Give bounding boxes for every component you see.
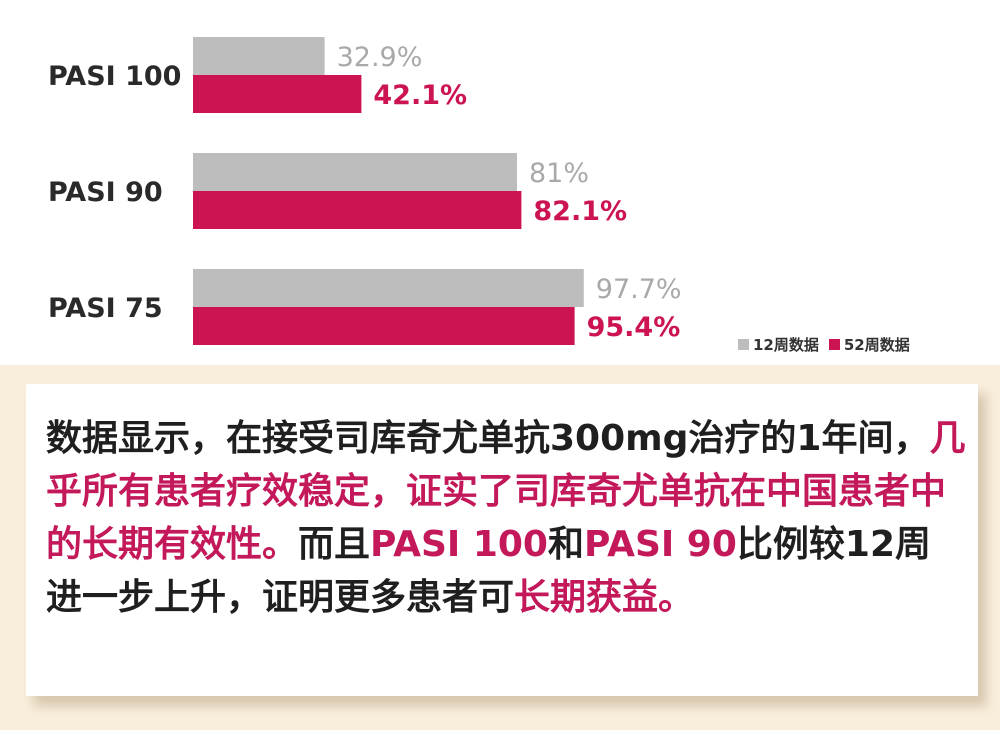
bar-chart: PASI 100 32.9% 42.1% PASI 90 81% 82.1% PASI 75… — [48, 37, 682, 345]
value-label-week12: 97.7% — [596, 274, 682, 305]
bar-week52 — [193, 307, 575, 345]
highlight-text: 几乎所有患者疗效稳定，证实了司库奇尤单抗在中国患者中的长期有效性。 — [46, 418, 966, 565]
chart-area: PASI 100 32.9% 42.1% PASI 90 81% 82.1% PASI 75… — [48, 37, 910, 355]
category-label: PASI 100 — [48, 61, 181, 92]
legend-item-week52: 52周数据 — [828, 334, 910, 355]
category-label: PASI 75 — [48, 293, 163, 324]
value-label-week52: 42.1% — [373, 80, 467, 111]
legend-label-week12: 12周数据 — [753, 336, 819, 354]
highlight-text: 长期获益。 — [514, 577, 695, 618]
legend-item-week12: 12周数据 — [738, 334, 819, 355]
body-text: 数据显示，在接受司库奇尤单抗300mg治疗的1年间， — [46, 418, 930, 459]
body-text: 比例较12周进一步上升，证明更多患者可 — [46, 524, 932, 618]
bar-week52 — [193, 75, 362, 113]
bar-week12 — [193, 153, 517, 191]
category-label: PASI 90 — [48, 177, 163, 208]
bar-week52 — [193, 191, 522, 229]
legend-swatch-week12 — [738, 339, 749, 350]
body-text: 和 — [547, 524, 584, 565]
highlight-text: PASI 90 — [584, 524, 737, 565]
body-text: 而且 — [298, 524, 371, 565]
legend-swatch-week52 — [828, 339, 840, 350]
chart-legend: 12周数据 52周数据 — [738, 334, 910, 355]
value-label-week12: 32.9% — [337, 42, 423, 73]
value-label-week12: 81% — [529, 158, 589, 189]
value-label-week52: 82.1% — [533, 196, 627, 227]
bar-week12 — [193, 269, 584, 307]
legend-label-week52: 52周数据 — [843, 336, 910, 354]
summary-text: 数据显示，在接受司库奇尤单抗300mg治疗的1年间，几乎所有患者疗效稳定，证实了… — [46, 412, 966, 624]
value-label-week52: 95.4% — [587, 312, 681, 343]
summary-card: 数据显示，在接受司库奇尤单抗300mg治疗的1年间，几乎所有患者疗效稳定，证实了… — [26, 384, 978, 696]
highlight-text: PASI 100 — [370, 524, 548, 565]
bar-week12 — [193, 37, 325, 75]
